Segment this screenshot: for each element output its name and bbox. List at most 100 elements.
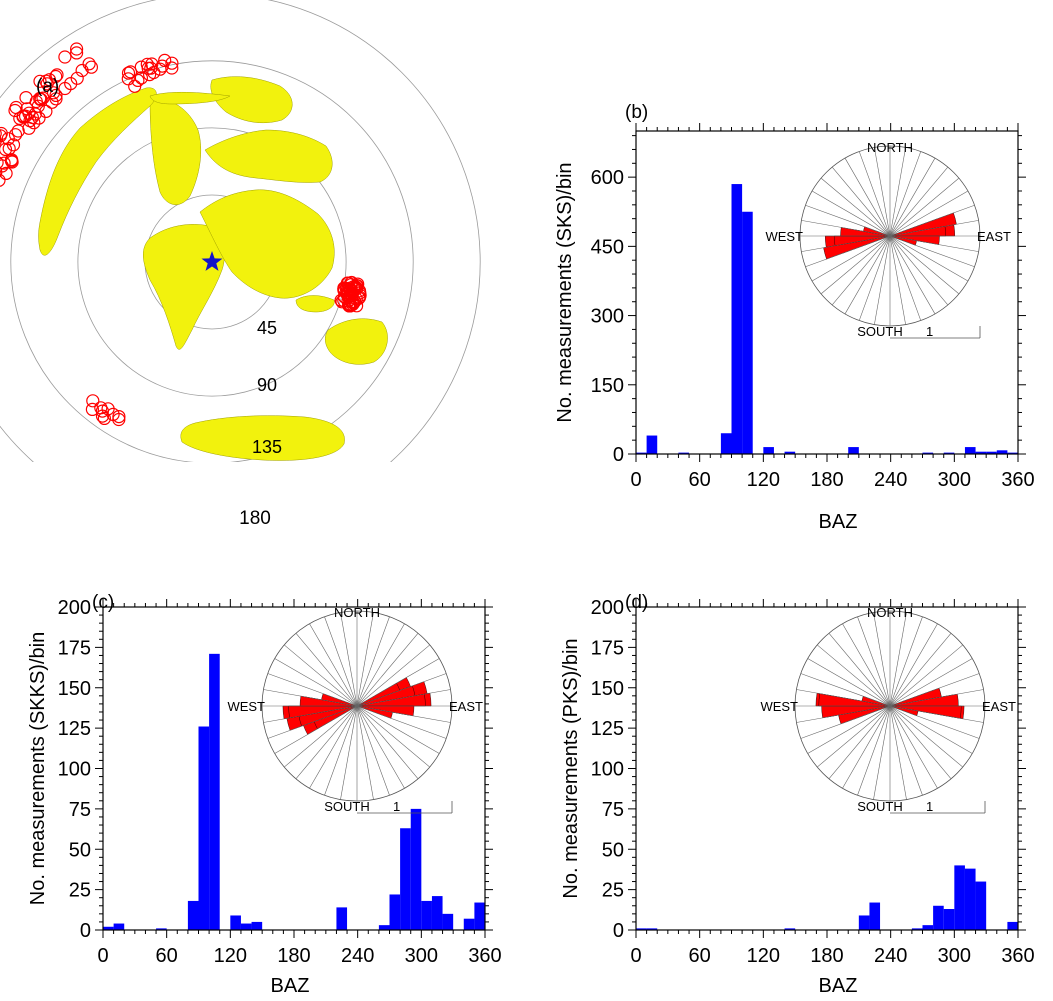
bar-baz-350 [1007, 921, 1018, 930]
event-marker [0, 128, 2, 139]
rose-spoke [873, 612, 907, 800]
event-marker [42, 73, 57, 87]
ring-label-135: 135 [252, 437, 282, 457]
event-marker [69, 42, 84, 56]
rose-scale-label: 1 [393, 799, 400, 814]
event-marker [82, 57, 96, 71]
europe-landmass [204, 129, 333, 183]
australia-landmass [325, 318, 388, 365]
y-tick-label: 50 [602, 839, 624, 861]
ring-label-90: 90 [257, 375, 277, 395]
rose-label-west: WEST [765, 229, 803, 244]
rose-label-north: NORTH [867, 140, 913, 155]
y-tick-label: 100 [58, 759, 91, 781]
rose-diagram: NORTH SOUTH EAST WEST 1 [765, 140, 1011, 339]
event-marker [134, 71, 148, 85]
event-marker [0, 173, 6, 187]
y-tick-label: 200 [58, 597, 91, 619]
bar-baz-210 [858, 915, 870, 930]
event-marker [165, 61, 179, 75]
bar-baz-80 [720, 433, 732, 454]
bar-baz-340 [996, 450, 1008, 454]
y-tick-label: 75 [69, 799, 91, 821]
event-marker [9, 100, 23, 115]
y-tick-label: 25 [602, 880, 624, 902]
x-tick-label: 0 [630, 945, 641, 967]
y-tick-label: 125 [58, 718, 91, 740]
bar-baz-270 [922, 452, 934, 454]
rose-label-south: SOUTH [857, 799, 903, 814]
x-tick-label: 300 [938, 945, 971, 967]
y-tick-label: 300 [591, 306, 624, 328]
event-marker [49, 88, 63, 103]
bar-baz-310 [431, 896, 443, 930]
ring-label-180: 180 [239, 508, 271, 529]
event-marker [0, 136, 2, 146]
x-axis-label: BAZ [819, 975, 858, 997]
bar-baz-300 [421, 900, 432, 930]
x-tick-label: 360 [1001, 469, 1034, 491]
event-marker [19, 109, 33, 123]
x-tick-label: 120 [214, 945, 247, 967]
bar-baz-100 [742, 211, 753, 454]
rose-label-east: EAST [449, 699, 483, 714]
event-marker [5, 155, 19, 169]
event-marker [144, 61, 158, 75]
event-marker [50, 68, 64, 82]
rose-spoke [340, 612, 374, 800]
bar-baz-300 [954, 865, 965, 930]
event-marker [49, 92, 63, 106]
rose-diagram: NORTH SOUTH EAST WEST 1 [227, 605, 483, 814]
bar-baz-310 [964, 447, 976, 454]
y-axis-label: No. measurements (SKKS)/bin [27, 632, 49, 905]
rose-scale-label: 1 [926, 799, 933, 814]
x-tick-label: 0 [630, 469, 641, 491]
rose-label-west: WEST [227, 699, 265, 714]
x-tick-label: 240 [341, 945, 374, 967]
bar-baz-0 [103, 926, 114, 930]
panel-label: (c) [92, 592, 114, 613]
bar-baz-260 [911, 928, 923, 930]
bar-baz-320 [442, 913, 454, 930]
x-tick-label: 300 [405, 945, 438, 967]
event-marker [33, 91, 47, 106]
bar-baz-270 [922, 925, 934, 930]
star-icon [201, 251, 223, 271]
rose-label-north: NORTH [867, 605, 913, 620]
y-tick-label: 0 [613, 920, 624, 942]
x-axis-label: BAZ [271, 975, 310, 997]
x-tick-label: 240 [874, 945, 907, 967]
x-tick-label: 180 [810, 945, 843, 967]
bar-baz-140 [784, 928, 796, 930]
panel-label: (d) [625, 592, 648, 613]
antarctica-landmass [180, 415, 345, 461]
south-america-landmass [38, 87, 157, 256]
bar-baz-10 [646, 435, 658, 454]
bar-baz-320 [975, 451, 987, 454]
bar-baz-290 [410, 808, 422, 931]
bar-baz-0 [636, 452, 647, 454]
event-marker [0, 156, 4, 169]
bar-baz-270 [389, 894, 401, 930]
central-america-landmass [149, 92, 231, 105]
bar-baz-10 [113, 923, 125, 930]
y-tick-label: 100 [591, 759, 624, 781]
event-marker [19, 90, 33, 105]
event-marker [69, 46, 84, 60]
eurasia-landmass [199, 189, 335, 299]
event-marker [84, 60, 99, 74]
event-marker [39, 104, 53, 119]
event-marker [131, 73, 145, 88]
event-marker [8, 128, 23, 142]
x-tick-label: 360 [1001, 945, 1034, 967]
event-marker [97, 411, 112, 425]
panel-a-azimuthal-map: 45 90 135 180 (a) [0, 0, 481, 529]
bar-baz-140 [784, 451, 796, 454]
event-marker [1, 132, 15, 146]
event-marker [11, 124, 25, 138]
event-marker [45, 95, 59, 109]
event-marker [2, 142, 16, 156]
event-marker [0, 167, 3, 178]
y-tick-label: 450 [591, 236, 624, 258]
ring-labels: 45 90 135 [252, 318, 282, 457]
